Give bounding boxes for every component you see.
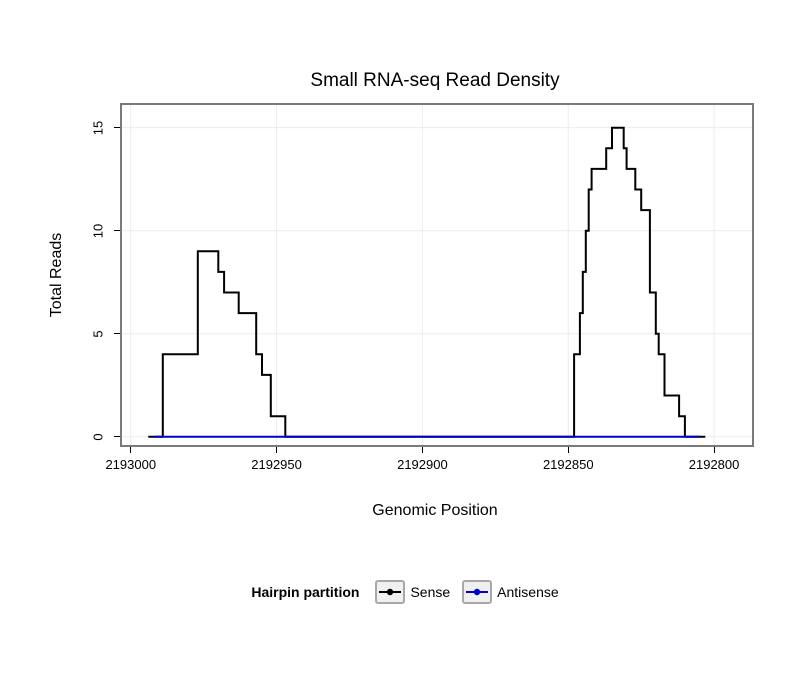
y-axis-tick-label: 15 [90, 120, 106, 135]
plot-area-svg [122, 105, 752, 445]
series-sense-line [148, 126, 706, 438]
legend-label-antisense: Antisense [497, 584, 559, 600]
chart-title: Small RNA-seq Read Density [310, 70, 560, 91]
y-axis-label: Total Reads [48, 232, 65, 318]
legend: Hairpin partition Sense Antisense [0, 580, 810, 604]
legend-item-sense: Sense [375, 580, 450, 604]
sense-key-glyph [379, 588, 402, 596]
legend-item-antisense: Antisense [462, 580, 559, 604]
y-axis-tick [114, 127, 120, 129]
x-axis-tick [713, 447, 715, 453]
y-axis-tick [114, 230, 120, 232]
x-axis-tick-label: 2192850 [542, 457, 594, 472]
antisense-line-swatch [462, 580, 493, 604]
y-axis-tick [114, 333, 120, 335]
x-axis-tick-label: 2193000 [105, 457, 157, 472]
x-axis-tick-label: 2192950 [251, 457, 302, 472]
x-axis-tick-label: 2192900 [397, 457, 448, 472]
legend-title: Hairpin partition [251, 584, 360, 600]
sense-line-swatch [375, 580, 406, 604]
x-axis-tick [130, 447, 132, 453]
plot-panel [120, 103, 754, 447]
x-axis-tick-label: 2192800 [688, 457, 740, 472]
y-axis-tick-label: 0 [90, 433, 106, 441]
y-axis-tick [114, 436, 120, 438]
x-axis-tick [567, 447, 569, 453]
antisense-key-glyph [466, 588, 489, 596]
x-axis-tick [276, 447, 278, 453]
legend-label-sense: Sense [410, 584, 451, 600]
x-axis-tick [421, 447, 423, 453]
y-axis-tick-label: 5 [90, 330, 106, 338]
y-axis-tick-label: 10 [90, 223, 106, 238]
x-axis-label: Genomic Position [372, 502, 498, 519]
